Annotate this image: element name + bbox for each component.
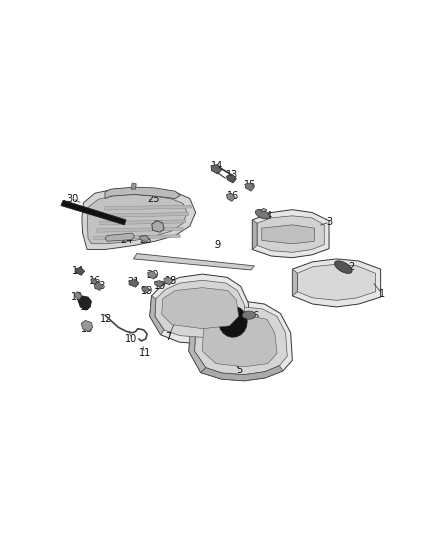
- Polygon shape: [293, 259, 381, 307]
- Polygon shape: [152, 221, 164, 232]
- Polygon shape: [252, 220, 257, 249]
- Text: 13: 13: [226, 170, 238, 180]
- Text: 13: 13: [71, 292, 83, 302]
- Polygon shape: [87, 195, 187, 244]
- Text: 30: 30: [66, 193, 78, 204]
- Polygon shape: [99, 220, 186, 225]
- Text: 11: 11: [138, 348, 151, 358]
- Polygon shape: [75, 267, 85, 276]
- Polygon shape: [201, 366, 283, 381]
- Text: 15: 15: [81, 324, 93, 334]
- Text: 23: 23: [140, 235, 152, 245]
- Polygon shape: [96, 227, 183, 232]
- Text: 18: 18: [165, 276, 177, 286]
- Polygon shape: [255, 209, 270, 219]
- Polygon shape: [334, 261, 352, 273]
- Polygon shape: [226, 175, 237, 183]
- Polygon shape: [226, 193, 235, 201]
- Polygon shape: [252, 209, 329, 257]
- Polygon shape: [94, 282, 103, 290]
- Text: 19: 19: [154, 280, 166, 290]
- Text: 22: 22: [152, 220, 165, 230]
- Polygon shape: [297, 264, 375, 301]
- Text: 9: 9: [215, 239, 221, 249]
- Polygon shape: [131, 183, 136, 189]
- Polygon shape: [94, 235, 180, 240]
- Polygon shape: [102, 213, 188, 217]
- Polygon shape: [150, 274, 250, 344]
- Text: 12: 12: [100, 314, 113, 324]
- Polygon shape: [129, 279, 139, 287]
- Polygon shape: [164, 277, 173, 285]
- Polygon shape: [189, 301, 293, 381]
- Text: 10: 10: [125, 334, 137, 344]
- Polygon shape: [245, 183, 254, 191]
- Polygon shape: [105, 233, 134, 241]
- Text: 23: 23: [93, 281, 106, 292]
- Polygon shape: [257, 216, 324, 252]
- Polygon shape: [134, 254, 254, 270]
- Polygon shape: [91, 278, 97, 285]
- Text: 20: 20: [146, 270, 159, 279]
- Polygon shape: [155, 281, 163, 287]
- Text: 6: 6: [252, 311, 258, 321]
- Polygon shape: [194, 307, 287, 375]
- Polygon shape: [61, 200, 126, 225]
- Text: 16: 16: [88, 277, 101, 286]
- Polygon shape: [148, 271, 156, 279]
- Polygon shape: [242, 311, 256, 319]
- Text: 24: 24: [120, 235, 132, 245]
- Polygon shape: [141, 286, 150, 293]
- Text: 7: 7: [165, 332, 172, 342]
- Polygon shape: [262, 225, 314, 244]
- Polygon shape: [82, 188, 196, 249]
- Text: 2: 2: [349, 262, 355, 272]
- Text: 14: 14: [211, 161, 223, 171]
- Polygon shape: [74, 292, 82, 300]
- Text: 21: 21: [127, 277, 140, 287]
- Polygon shape: [189, 327, 206, 373]
- Polygon shape: [261, 208, 267, 212]
- Text: 17: 17: [80, 302, 92, 312]
- Polygon shape: [105, 187, 180, 199]
- Text: 25: 25: [147, 193, 159, 204]
- Polygon shape: [150, 296, 164, 335]
- Polygon shape: [155, 280, 246, 337]
- Text: 19: 19: [141, 286, 153, 295]
- Text: 14: 14: [72, 266, 85, 276]
- Polygon shape: [81, 320, 93, 332]
- Polygon shape: [293, 269, 297, 296]
- Polygon shape: [162, 288, 239, 329]
- Polygon shape: [211, 165, 222, 174]
- Polygon shape: [140, 236, 149, 242]
- Text: 5: 5: [237, 365, 243, 375]
- Text: 3: 3: [327, 217, 333, 227]
- Polygon shape: [219, 306, 247, 337]
- Text: 15: 15: [244, 180, 256, 190]
- Text: 16: 16: [227, 191, 239, 201]
- Polygon shape: [105, 205, 191, 210]
- Polygon shape: [202, 315, 277, 367]
- Text: 1: 1: [379, 289, 385, 299]
- Polygon shape: [78, 296, 92, 310]
- Text: 4: 4: [265, 211, 272, 221]
